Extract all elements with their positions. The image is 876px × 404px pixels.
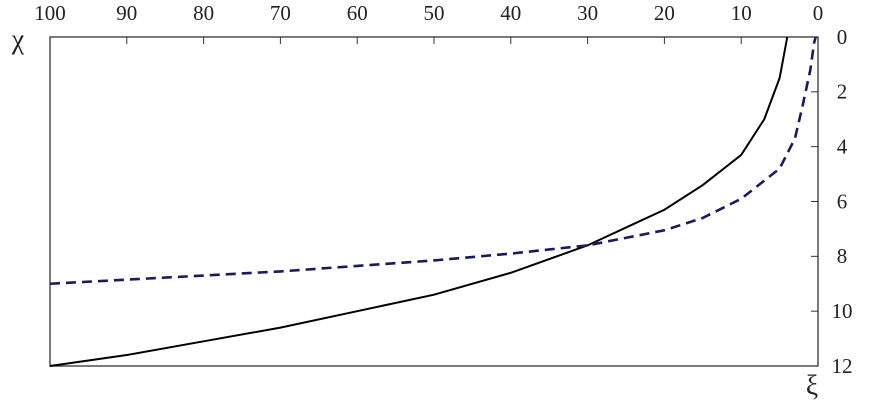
x-tick-label: 0 bbox=[813, 1, 824, 25]
line-series bbox=[49, 36, 789, 367]
x-axis-label: χ bbox=[11, 24, 25, 55]
x-tick-label: 30 bbox=[577, 1, 598, 25]
x-tick-label: 100 bbox=[34, 1, 66, 25]
x-tick-label: 10 bbox=[731, 1, 752, 25]
line-series bbox=[49, 36, 817, 286]
y-tick-label: 0 bbox=[837, 25, 848, 49]
x-tick-label: 70 bbox=[270, 1, 291, 25]
y-tick-label: 8 bbox=[837, 244, 848, 268]
y-tick-label: 2 bbox=[837, 80, 848, 104]
x-tick-label: 50 bbox=[424, 1, 445, 25]
y-tick-label: 10 bbox=[832, 299, 853, 323]
y-tick-label: 12 bbox=[832, 354, 853, 378]
plot-frame bbox=[49, 36, 819, 367]
y-axis-label: ξ bbox=[806, 370, 818, 401]
y-tick-label: 6 bbox=[837, 189, 848, 213]
x-tick-label: 20 bbox=[654, 1, 675, 25]
x-tick-label: 90 bbox=[116, 1, 137, 25]
y-tick-label: 4 bbox=[837, 134, 848, 158]
x-tick-label: 40 bbox=[500, 1, 521, 25]
x-tick-label: 80 bbox=[193, 1, 214, 25]
x-tick-label: 60 bbox=[347, 1, 368, 25]
